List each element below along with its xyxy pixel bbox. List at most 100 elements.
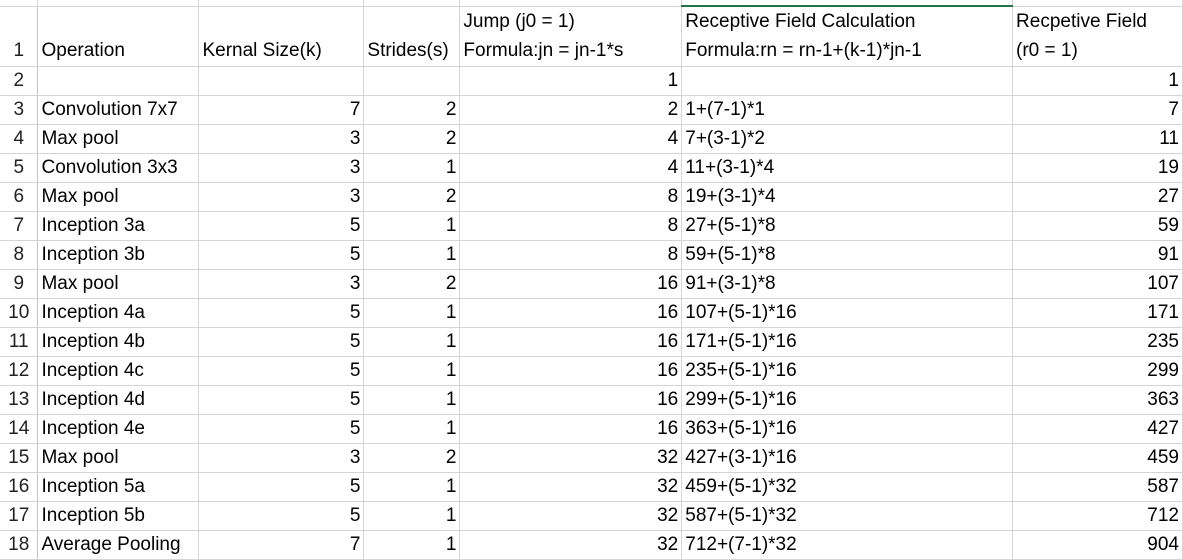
cell-operation-header[interactable]: Operation [37,6,200,67]
cell-strides[interactable]: 1 [363,530,461,560]
cell-kernel-size[interactable]: 3 [198,153,365,183]
cell-receptive-field[interactable]: 363 [1012,385,1183,415]
row-number[interactable]: 2 [0,66,39,96]
cell-rf-calculation[interactable]: 1+(7-1)*1 [681,95,1014,125]
cell-receptive-field[interactable]: 7 [1012,95,1183,125]
corner-cell[interactable] [0,0,39,7]
cell-kernel-size[interactable]: 5 [198,240,365,270]
cell-kernel-size[interactable]: 7 [198,95,365,125]
row-number[interactable]: 7 [0,211,39,241]
cell-kernel-size[interactable]: 5 [198,472,365,502]
cell-operation[interactable]: Max pool [37,182,200,212]
cell-rf-calculation[interactable]: 11+(3-1)*4 [681,153,1014,183]
cell-jump[interactable]: 16 [459,327,683,357]
cell-rf-calculation[interactable]: 7+(3-1)*2 [681,124,1014,154]
cell-jump[interactable]: 1 [459,66,683,96]
cell-strides[interactable]: 1 [363,414,461,444]
cell-strides[interactable]: 2 [363,443,461,473]
row-number[interactable]: 10 [0,298,39,328]
row-number[interactable]: 9 [0,269,39,299]
cell-receptive-field[interactable]: 171 [1012,298,1183,328]
cell-rf-calculation[interactable]: 59+(5-1)*8 [681,240,1014,270]
row-number[interactable]: 13 [0,385,39,415]
cell-jump[interactable]: 8 [459,182,683,212]
cell-jump[interactable]: 16 [459,269,683,299]
cell-rf-calculation[interactable]: 712+(7-1)*32 [681,530,1014,560]
cell-receptive-field[interactable]: 459 [1012,443,1183,473]
cell-strides[interactable]: 2 [363,269,461,299]
cell-strides[interactable]: 1 [363,240,461,270]
cell-operation[interactable]: Inception 4c [37,356,200,386]
cell-kernel-size[interactable]: 3 [198,269,365,299]
cell-strides[interactable]: 1 [363,356,461,386]
cell-receptive-field[interactable]: 904 [1012,530,1183,560]
cell-kernel-size[interactable]: 7 [198,530,365,560]
row-number[interactable]: 17 [0,501,39,531]
cell-operation[interactable] [37,66,200,96]
cell-receptive-field[interactable]: 11 [1012,124,1183,154]
column-header-d[interactable] [459,0,683,7]
cell-kernel-size[interactable]: 3 [198,182,365,212]
cell-receptive-field[interactable]: 299 [1012,356,1183,386]
row-number[interactable]: 6 [0,182,39,212]
cell-rf-calculation[interactable]: 235+(5-1)*16 [681,356,1014,386]
column-header-b[interactable] [198,0,365,7]
cell-receptive-field[interactable]: 587 [1012,472,1183,502]
cell-rf-calculation[interactable]: 107+(5-1)*16 [681,298,1014,328]
cell-operation[interactable]: Inception 4b [37,327,200,357]
cell-kernel-size[interactable]: 3 [198,443,365,473]
cell-jump[interactable]: 16 [459,298,683,328]
cell-operation[interactable]: Average Pooling [37,530,200,560]
cell-operation[interactable]: Convolution 3x3 [37,153,200,183]
column-header-f[interactable] [1012,0,1183,7]
row-number[interactable]: 1 [0,6,39,67]
cell-operation[interactable]: Max pool [37,443,200,473]
row-number[interactable]: 16 [0,472,39,502]
cell-rf-header[interactable]: Recpetive Field (r0 = 1) [1012,6,1183,67]
cell-rf-calculation[interactable]: 299+(5-1)*16 [681,385,1014,415]
cell-receptive-field[interactable]: 27 [1012,182,1183,212]
cell-strides[interactable]: 1 [363,298,461,328]
cell-jump[interactable]: 32 [459,472,683,502]
cell-receptive-field[interactable]: 19 [1012,153,1183,183]
cell-strides[interactable]: 2 [363,95,461,125]
cell-kernel-size[interactable] [198,66,365,96]
cell-strides[interactable]: 2 [363,182,461,212]
cell-jump[interactable]: 16 [459,385,683,415]
column-header-c[interactable] [363,0,461,7]
cell-kernel-size[interactable]: 5 [198,356,365,386]
cell-kernel-header[interactable]: Kernal Size(k) [198,6,365,67]
cell-jump[interactable]: 32 [459,443,683,473]
cell-kernel-size[interactable]: 5 [198,385,365,415]
row-number[interactable]: 4 [0,124,39,154]
cell-strides[interactable]: 1 [363,385,461,415]
cell-jump[interactable]: 2 [459,95,683,125]
cell-rf-calculation[interactable]: 587+(5-1)*32 [681,501,1014,531]
cell-receptive-field[interactable]: 1 [1012,66,1183,96]
cell-rf-calculation[interactable]: 27+(5-1)*8 [681,211,1014,241]
cell-receptive-field[interactable]: 107 [1012,269,1183,299]
cell-receptive-field[interactable]: 91 [1012,240,1183,270]
cell-receptive-field[interactable]: 427 [1012,414,1183,444]
cell-jump[interactable]: 16 [459,356,683,386]
cell-operation[interactable]: Max pool [37,124,200,154]
cell-jump[interactable]: 8 [459,240,683,270]
row-number[interactable]: 5 [0,153,39,183]
cell-rf-calculation[interactable]: 363+(5-1)*16 [681,414,1014,444]
row-number[interactable]: 15 [0,443,39,473]
cell-strides-header[interactable]: Strides(s) [363,6,461,67]
cell-strides[interactable]: 1 [363,211,461,241]
cell-jump[interactable]: 16 [459,414,683,444]
row-number[interactable]: 18 [0,530,39,560]
cell-kernel-size[interactable]: 5 [198,211,365,241]
row-number[interactable]: 3 [0,95,39,125]
cell-receptive-field[interactable]: 235 [1012,327,1183,357]
row-number[interactable]: 8 [0,240,39,270]
cell-kernel-size[interactable]: 5 [198,501,365,531]
row-number[interactable]: 12 [0,356,39,386]
cell-strides[interactable]: 1 [363,472,461,502]
cell-jump-header[interactable]: Jump (j0 = 1) Formula:jn = jn-1*s [459,6,683,67]
column-header-a[interactable] [37,0,200,7]
cell-operation[interactable]: Inception 3b [37,240,200,270]
cell-receptive-field[interactable]: 712 [1012,501,1183,531]
